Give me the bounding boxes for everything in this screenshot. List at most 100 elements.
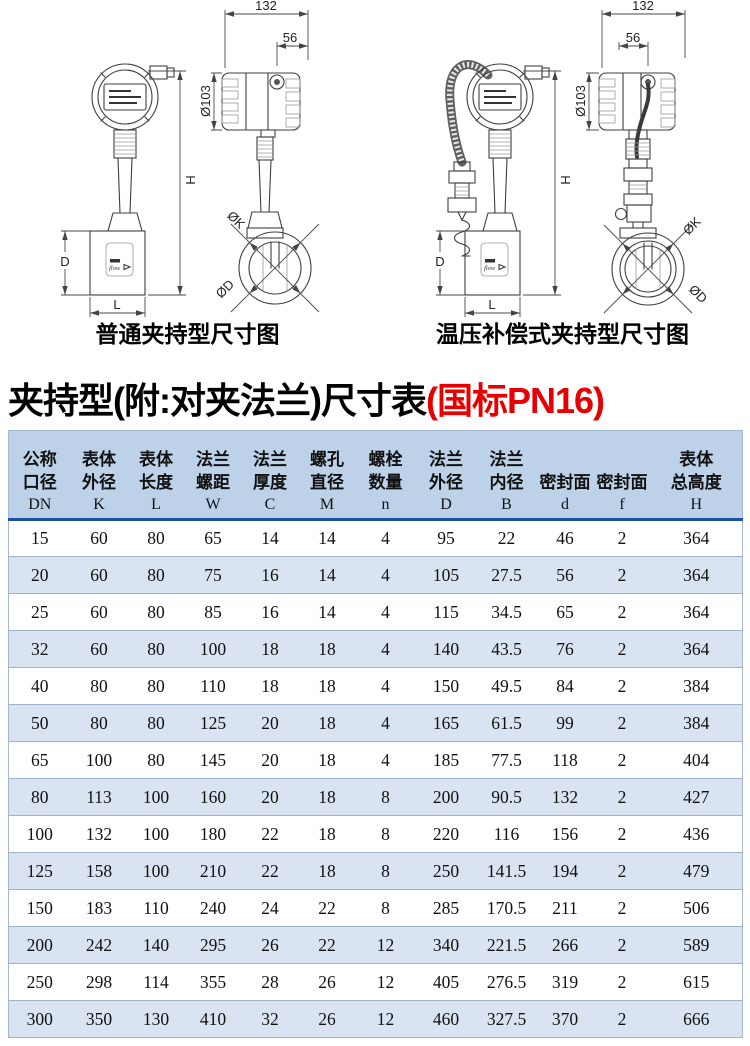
table-cell: 56: [556, 564, 574, 585]
table-cell: 18: [261, 675, 279, 696]
table-cell: 211: [552, 897, 578, 918]
table-cell: 18: [318, 786, 336, 807]
table-cell: 125: [199, 712, 227, 733]
page-title-main: 夹持型(附:对夹法兰)尺寸表: [8, 380, 427, 421]
table-cell: 80: [147, 675, 165, 696]
column-header: 螺孔 直径 M: [310, 450, 344, 513]
table-cell: 26: [318, 1008, 336, 1029]
table-cell: 80: [147, 564, 165, 585]
table-cell: 2: [617, 860, 627, 881]
table-cell: 110: [143, 897, 169, 918]
figure-normal-clamp: H flow: [0, 0, 375, 356]
table-cell: 43.5: [491, 638, 522, 659]
dim-label-dia103: Ø103: [573, 85, 588, 117]
side-view: 132 56 Ø103: [573, 0, 710, 314]
table-row: 100 132 100 180 22 18 8 220 116 156 2 436: [8, 815, 743, 853]
table-cell: 105: [432, 564, 460, 585]
table-cell: 32: [31, 638, 49, 659]
figures-row: H flow: [0, 0, 750, 356]
table-row: 25 60 80 85 16 14 4 115 34.5 65 2 364: [8, 593, 743, 631]
table-cell: 110: [200, 675, 226, 696]
table-cell: 8: [381, 823, 390, 844]
table-cell: 14: [318, 564, 336, 585]
table-cell: 80: [147, 601, 165, 622]
dim-label-l: L: [488, 297, 495, 312]
table-cell: 130: [142, 1008, 170, 1029]
table-cell: 2: [617, 1008, 627, 1029]
table-cell: 60: [90, 638, 108, 659]
page-title-standard: (国标PN16): [425, 380, 605, 421]
table-cell: 2: [617, 749, 627, 770]
table-cell: 22: [318, 897, 336, 918]
table-cell: 20: [31, 564, 49, 585]
table-cell: 436: [683, 823, 710, 844]
flow-direction-icon: [498, 263, 507, 271]
table-cell: 140: [432, 638, 460, 659]
table-cell: 479: [683, 860, 710, 881]
dim-label-56: 56: [283, 30, 297, 45]
table-cell: 65: [204, 528, 222, 548]
table-cell: 4: [381, 638, 390, 659]
table-cell: 4: [381, 749, 390, 770]
table-row: 15 60 80 65 14 14 4 95 22 46 2 364: [8, 519, 743, 557]
table-cell: 20: [261, 712, 279, 733]
column-header: 法兰 外径 D: [429, 450, 463, 513]
table-cell: 298: [85, 971, 113, 992]
table-cell: 221.5: [486, 934, 527, 955]
table-cell: 355: [199, 971, 227, 992]
table-cell: 2: [617, 712, 627, 733]
table-row: 32 60 80 100 18 18 4 140 43.5 76 2 364: [8, 630, 743, 668]
table-cell: 2: [617, 564, 627, 585]
figure-compensated-clamp: H: [375, 0, 750, 356]
table-cell: 26: [261, 934, 279, 955]
table-cell: 4: [381, 601, 390, 622]
table-cell: 14: [261, 528, 279, 548]
table-cell: 84: [556, 675, 574, 696]
column-header: 法兰 厚度 C: [253, 450, 287, 513]
dim-label-l: L: [113, 297, 120, 312]
table-cell: 75: [204, 564, 222, 585]
dim-label-dia103: Ø103: [198, 85, 213, 117]
table-cell: 18: [318, 712, 336, 733]
dim-label-132: 132: [255, 0, 277, 13]
table-cell: 180: [199, 823, 227, 844]
side-view: 132 56 Ø103: [198, 0, 320, 313]
table-cell: 100: [142, 823, 170, 844]
table-cell: 80: [147, 638, 165, 659]
table-cell: 200: [26, 934, 53, 955]
column-header: 法兰 螺距 W: [196, 450, 230, 513]
table-cell: 50: [31, 712, 49, 733]
table-cell: 2: [617, 638, 627, 659]
table-cell: 242: [85, 934, 113, 955]
table-row: 150 183 110 240 24 22 8 285 170.5 211 2 506: [8, 889, 743, 927]
table-cell: 28: [261, 971, 279, 992]
table-row: 250 298 114 355 28 26 12 405 276.5 319 2 615: [8, 963, 743, 1001]
table-cell: 14: [318, 601, 336, 622]
table-row: 200 242 140 295 26 22 12 340 221.5 266 2 589: [8, 926, 743, 964]
table-cell: 2: [617, 786, 627, 807]
table-cell: 80: [90, 712, 108, 733]
table-cell: 4: [381, 712, 390, 733]
table-cell: 194: [551, 860, 579, 881]
table-cell: 115: [433, 601, 459, 622]
table-row: 20 60 80 75 16 14 4 105 27.5 56 2 364: [8, 556, 743, 594]
table-cell: 404: [683, 749, 710, 770]
table-cell: 200: [432, 786, 460, 807]
table-body: 15 60 80 65 14 14 4 95 22 46 2 364 20 60 80 75 16 14 4 105 2…: [8, 519, 743, 1038]
page-title: 夹持型(附:对夹法兰)尺寸表(国标PN16): [0, 356, 750, 430]
table-cell: 49.5: [491, 675, 522, 696]
table-cell: 4: [381, 675, 390, 696]
front-view: H flow: [58, 63, 198, 317]
table-cell: 99: [556, 712, 574, 733]
table-cell: 18: [318, 860, 336, 881]
table-cell: 2: [617, 823, 627, 844]
table-cell: 327.5: [486, 1008, 527, 1029]
header-row: 公称 口径 DN 表体 外径 K 表体 长度 L 法兰 螺距 W 法兰 厚度 C 螺孔 直径 M 螺栓 数量 n 法兰 外径…: [8, 430, 743, 520]
table-cell: 77.5: [491, 749, 522, 770]
table-cell: 90.5: [491, 786, 522, 807]
table-cell: 141.5: [486, 860, 527, 881]
compensated-clamp-drawing: H: [433, 0, 710, 317]
table-cell: 18: [318, 675, 336, 696]
table-cell: 65: [556, 601, 574, 622]
table-cell: 22: [261, 823, 279, 844]
